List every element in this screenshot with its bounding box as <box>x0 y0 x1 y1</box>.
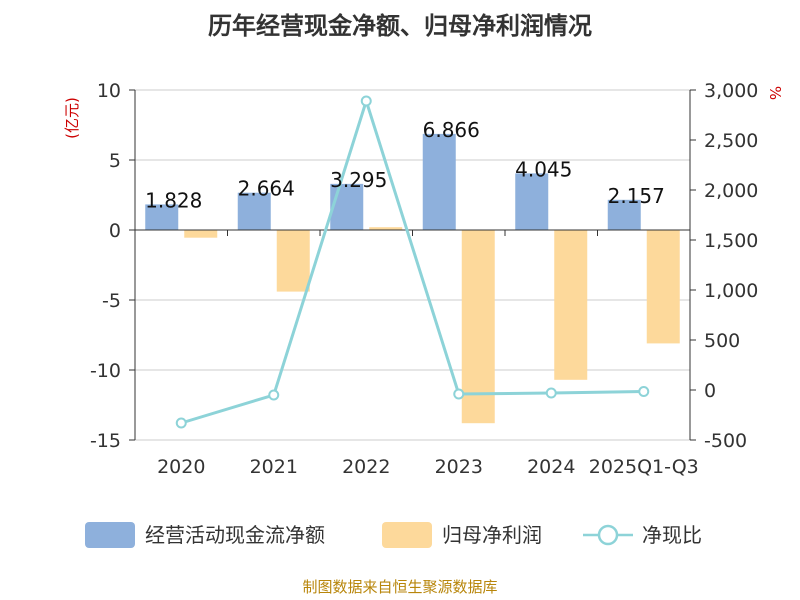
left-axis-unit: (亿元) <box>63 97 81 139</box>
point-ratio-2025Q1-Q3 <box>638 386 650 397</box>
legend-swatch-profit <box>382 522 432 548</box>
point-ratio-2020 <box>175 417 187 429</box>
legend: 经营活动现金流净额 归母净利润 净现比 <box>85 522 702 548</box>
bar-cashflow-2021 <box>237 192 271 230</box>
right-axis-unit: % <box>766 86 784 100</box>
bar-profit-2023 <box>461 230 495 424</box>
data-labels-layer: 1.828 2.664 3.295 6.866 4.045 2.157 <box>145 118 665 213</box>
data-label-cashflow-2024: 4.045 <box>515 157 572 181</box>
left-tick-label-3: -5 <box>102 290 121 312</box>
point-ratio-2024 <box>545 387 557 399</box>
legend-label-profit: 归母净利润 <box>442 523 542 547</box>
bar-cashflow-2025Q1-Q3 <box>607 199 641 230</box>
source-note: 制图数据来自恒生聚源数据库 <box>302 578 497 596</box>
bars-layer <box>145 133 680 424</box>
right-tick-label-0: 3,000 <box>704 80 758 102</box>
axes-layer: 10 5 0 -5 -10 -15 3,000 2,500 2,000 1,500 1,000 500… <box>90 80 758 478</box>
legend-label-ratio: 净现比 <box>642 523 702 547</box>
point-ratio-2023 <box>453 388 465 400</box>
category-label-0: 2020 <box>157 456 205 478</box>
chart-title: 历年经营现金净额、归母净利润情况 <box>208 12 592 40</box>
right-tick-label-3: 1,500 <box>704 230 758 252</box>
category-label-4: 2024 <box>527 456 575 478</box>
bar-profit-2022 <box>369 227 403 230</box>
category-label-3: 2023 <box>435 456 483 478</box>
data-label-cashflow-2021: 2.664 <box>238 177 295 201</box>
point-ratio-2022 <box>360 95 372 107</box>
right-tick-label-2: 2,000 <box>704 180 758 202</box>
line-layer <box>175 95 650 429</box>
category-label-1: 2021 <box>250 456 298 478</box>
right-tick-label-4: 1,000 <box>704 280 758 302</box>
bar-cashflow-2020 <box>145 204 179 230</box>
category-label-5: 2025Q1-Q3 <box>589 456 699 478</box>
left-tick-label-0: 10 <box>97 80 121 102</box>
left-tick-label-5: -15 <box>90 430 121 452</box>
right-tick-label-6: 0 <box>704 380 716 402</box>
right-tick-label-7: -500 <box>704 430 747 452</box>
data-label-cashflow-2025Q1-Q3: 2.157 <box>608 184 665 208</box>
left-tick-label-1: 5 <box>109 150 121 172</box>
bar-cashflow-2023 <box>422 133 456 230</box>
point-ratio-2021 <box>268 389 280 401</box>
legend-item-cashflow[interactable]: 经营活动现金流净额 <box>85 522 325 548</box>
bar-profit-2020 <box>184 230 218 238</box>
legend-label-cashflow: 经营活动现金流净额 <box>145 523 325 547</box>
legend-swatch-ratio-marker <box>597 524 619 546</box>
bar-cashflow-2024 <box>515 173 549 230</box>
left-tick-label-2: 0 <box>109 220 121 242</box>
legend-swatch-cashflow <box>85 522 135 548</box>
bar-cashflow-2022 <box>330 183 364 230</box>
bar-profit-2024 <box>554 230 588 380</box>
data-label-cashflow-2023: 6.866 <box>423 118 480 142</box>
line-ratio <box>180 96 644 425</box>
right-tick-label-5: 500 <box>704 330 740 352</box>
category-label-2: 2022 <box>342 456 390 478</box>
data-label-cashflow-2020: 1.828 <box>145 188 202 212</box>
legend-item-profit[interactable]: 归母净利润 <box>382 522 542 548</box>
bar-profit-2021 <box>276 230 310 292</box>
bar-profit-2025Q1-Q3 <box>646 230 680 344</box>
legend-item-ratio[interactable]: 净现比 <box>583 523 702 547</box>
data-label-cashflow-2022: 3.295 <box>330 168 387 192</box>
left-tick-label-4: -10 <box>90 360 121 382</box>
gridlines <box>135 89 690 441</box>
right-tick-label-1: 2,500 <box>704 130 758 152</box>
